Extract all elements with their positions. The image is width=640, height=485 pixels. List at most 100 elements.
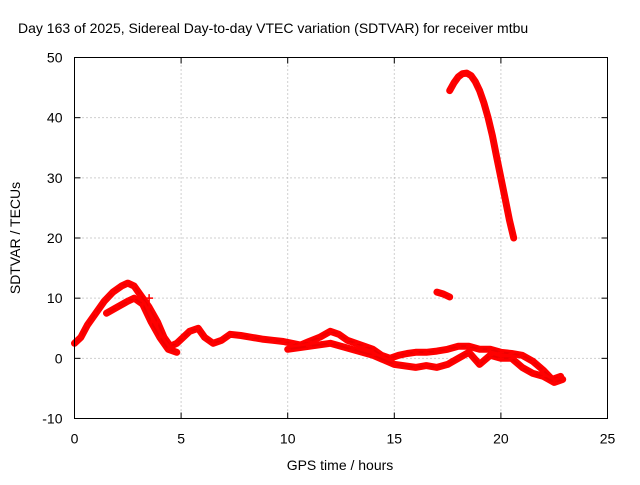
data-point — [444, 346, 451, 353]
data-point — [154, 319, 161, 326]
data-point — [472, 78, 479, 85]
data-point — [165, 346, 172, 353]
data-point — [316, 334, 323, 341]
outlier-point — [145, 294, 154, 303]
data-point — [497, 174, 504, 181]
x-tick-label: 15 — [387, 431, 403, 447]
data-point — [335, 331, 342, 338]
data-point — [455, 355, 462, 362]
data-point — [493, 153, 500, 160]
data-point — [103, 310, 110, 317]
data-point — [131, 283, 138, 290]
data-point — [248, 334, 255, 341]
data-point — [480, 99, 487, 106]
data-point — [109, 289, 116, 296]
data-point — [327, 340, 334, 347]
data-point — [444, 361, 451, 368]
data-point — [519, 352, 526, 359]
data-point — [540, 373, 547, 380]
data-point — [465, 343, 472, 350]
data-point — [352, 340, 359, 347]
data-point — [237, 332, 244, 339]
x-tick-label: 0 — [71, 431, 79, 447]
data-point — [468, 72, 475, 79]
y-tick-label: 20 — [47, 230, 63, 246]
data-point — [485, 114, 492, 121]
data-point — [114, 304, 121, 311]
data-point — [559, 376, 566, 383]
data-point — [284, 346, 291, 353]
data-point — [476, 87, 483, 94]
data-point — [369, 352, 376, 359]
data-point — [450, 79, 457, 86]
data-point — [489, 132, 496, 139]
x-tick-label: 5 — [177, 431, 185, 447]
data-point — [404, 350, 411, 357]
data-point — [508, 355, 515, 362]
data-point — [131, 295, 138, 302]
y-tick-label: 0 — [55, 350, 63, 366]
data-point — [101, 298, 108, 305]
data-point — [433, 364, 440, 371]
data-point — [465, 349, 472, 356]
x-tick-label: 25 — [600, 431, 616, 447]
data-point — [259, 336, 266, 343]
data-point — [180, 334, 187, 341]
data-point — [423, 349, 430, 356]
data-point — [497, 349, 504, 356]
data-point — [497, 355, 504, 362]
chart-title: Day 163 of 2025, Sidereal Day-to-day VTE… — [18, 20, 528, 36]
data-point — [124, 298, 131, 305]
data-point — [412, 349, 419, 356]
y-tick-label: 30 — [47, 170, 63, 186]
series-layer — [71, 69, 567, 386]
data-point — [487, 346, 494, 353]
data-point — [348, 346, 355, 353]
data-point — [124, 280, 131, 287]
data-point — [433, 289, 440, 296]
data-point — [423, 362, 430, 369]
series-line — [448, 72, 515, 239]
data-point — [148, 319, 155, 326]
data-point — [84, 322, 91, 329]
data-point — [137, 292, 144, 299]
data-point — [506, 216, 513, 223]
data-point — [280, 338, 287, 345]
data-point — [433, 348, 440, 355]
data-point — [446, 87, 453, 94]
data-point — [156, 334, 163, 341]
data-point — [77, 334, 84, 341]
y-tick-label: 40 — [47, 110, 63, 126]
data-point — [440, 290, 447, 297]
data-point — [173, 340, 180, 347]
data-point — [173, 349, 180, 356]
data-point — [195, 325, 202, 332]
data-point — [361, 343, 368, 350]
data-point — [529, 358, 536, 365]
data-point — [412, 364, 419, 371]
data-point — [306, 343, 313, 350]
x-tick-label: 20 — [493, 431, 509, 447]
y-tick-label: 10 — [47, 290, 63, 306]
data-point — [391, 361, 398, 368]
data-point — [455, 343, 462, 350]
data-point — [487, 352, 494, 359]
data-point — [540, 367, 547, 374]
data-point — [210, 340, 217, 347]
data-point — [201, 334, 208, 341]
y-tick-label: -10 — [42, 411, 62, 427]
data-point — [395, 352, 402, 359]
grid-layer — [74, 57, 608, 419]
data-point — [327, 328, 334, 335]
data-point — [92, 310, 99, 317]
data-point — [446, 293, 453, 300]
x-tick-label: 10 — [280, 431, 296, 447]
data-point — [529, 370, 536, 377]
data-point — [186, 328, 193, 335]
data-point — [369, 346, 376, 353]
data-point — [455, 73, 462, 80]
data-point — [118, 283, 125, 290]
data-point — [463, 70, 470, 77]
